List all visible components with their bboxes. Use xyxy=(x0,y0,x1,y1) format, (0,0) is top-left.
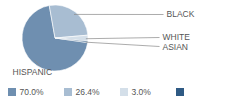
svg-text:WHITE: WHITE xyxy=(163,32,191,42)
svg-text:HISPANIC: HISPANIC xyxy=(13,67,53,77)
svg-text:26.4%: 26.4% xyxy=(76,87,101,97)
svg-text:70.0%: 70.0% xyxy=(20,87,45,97)
svg-text:BLACK: BLACK xyxy=(167,9,195,19)
svg-text:3.0%: 3.0% xyxy=(132,87,152,97)
svg-text:ASIAN: ASIAN xyxy=(163,42,189,52)
